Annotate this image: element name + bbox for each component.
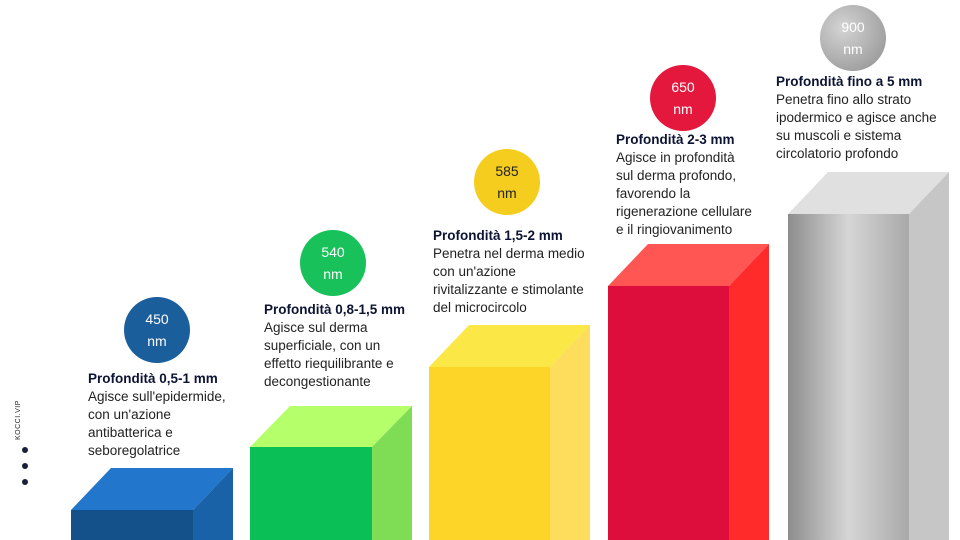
description-line: decongestionante [264, 374, 371, 389]
bar-540-top [250, 406, 412, 447]
description-line: su muscoli e sistema [776, 128, 902, 143]
badge-value: 650 [671, 79, 695, 95]
description-line: antibatterica e [88, 425, 173, 440]
bar-450-top [71, 468, 233, 510]
badge-unit: nm [673, 101, 693, 117]
description-line: e il ringiovanimento [616, 222, 733, 237]
description-line: con un'azione [433, 264, 516, 279]
description-450: Profondità 0,5-1 mm Agisce sull'epidermi… [88, 370, 226, 460]
badge-540: 540 nm [300, 230, 366, 296]
bar-450-front [71, 510, 193, 540]
description-540: Profondità 0,8-1,5 mm Agisce sul derma s… [264, 301, 405, 391]
dot-icon [22, 479, 28, 485]
description-line: circolatorio profondo [776, 146, 899, 161]
depth-heading: Profondità 2-3 mm [616, 132, 735, 147]
bar-900-top [788, 172, 949, 214]
description-650: Profondità 2-3 mm Agisce in profondità s… [616, 131, 752, 239]
badge-450: 450 nm [124, 297, 190, 363]
bar-585-side [550, 325, 590, 540]
badge-900: 900 nm [820, 5, 886, 71]
description-line: rivitalizzante e stimolante [433, 282, 584, 297]
bar-650-top [608, 244, 769, 286]
description-900: Profondità fino a 5 mm Penetra fino allo… [776, 73, 937, 163]
bar-900-side [909, 172, 949, 540]
description-line: effetto riequilibrante e [264, 356, 394, 371]
description-line: Agisce in profondità [616, 150, 735, 165]
badge-value: 585 [495, 163, 519, 179]
depth-heading: Profondità fino a 5 mm [776, 74, 923, 89]
badge-value: 540 [321, 244, 345, 260]
badge-value: 450 [145, 311, 169, 327]
description-585: Profondità 1,5-2 mm Penetra nel derma me… [433, 227, 585, 317]
bar-650-front [608, 286, 729, 540]
badge-unit: nm [843, 41, 863, 57]
bar-450-side [193, 468, 233, 540]
badge-unit: nm [497, 185, 517, 201]
badge-650: 650 nm [650, 65, 716, 131]
dot-icon [22, 463, 28, 469]
description-line: seboregolatrice [88, 443, 181, 458]
description-line: ipodermico e agisce anche [776, 110, 937, 125]
description-line: favorendo la [616, 186, 691, 201]
description-line: sul derma profondo, [616, 168, 737, 183]
description-line: Agisce sul derma [264, 320, 368, 335]
description-line: con un'azione [88, 407, 171, 422]
bar-540-side [372, 406, 412, 540]
depth-heading: Profondità 0,5-1 mm [88, 371, 218, 386]
bar-585-top [429, 325, 590, 367]
description-line: Agisce sull'epidermide, [88, 389, 226, 404]
bar-900-front [788, 214, 909, 540]
badge-unit: nm [147, 333, 167, 349]
badge-unit: nm [323, 266, 343, 282]
badge-value: 900 [841, 19, 865, 35]
bar-650-side [729, 244, 769, 540]
dot-icon [22, 447, 28, 453]
description-line: rigenerazione cellulare [616, 204, 752, 219]
description-line: Penetra fino allo strato [776, 92, 912, 107]
description-line: del microcircolo [433, 300, 527, 315]
bar-585-front [429, 367, 550, 540]
brand-watermark: KOCCI.VIP [15, 400, 22, 440]
depth-heading: Profondità 1,5-2 mm [433, 228, 563, 243]
depth-heading: Profondità 0,8-1,5 mm [264, 302, 406, 317]
description-line: Penetra nel derma medio [433, 246, 585, 261]
description-line: superficiale, con un [264, 338, 381, 353]
bar-540-front [250, 447, 372, 540]
badge-585: 585 nm [474, 149, 540, 215]
